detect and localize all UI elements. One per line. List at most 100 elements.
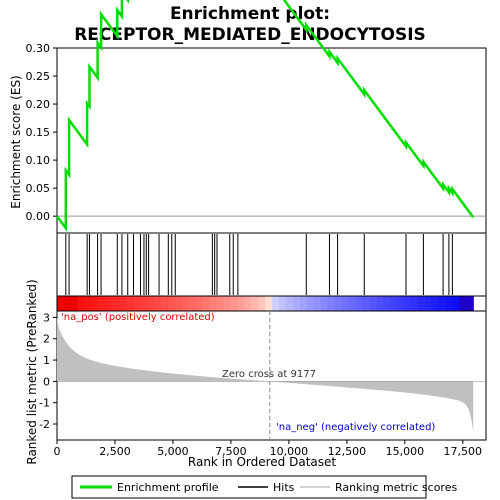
colorbar-segment bbox=[140, 296, 148, 311]
zero-cross-label: Zero cross at 9177 bbox=[222, 369, 316, 380]
colorbar-segment bbox=[112, 296, 121, 311]
colorbar-segment bbox=[265, 296, 273, 311]
colorbar-segment bbox=[223, 296, 232, 311]
metric-y-tick-label: -2 bbox=[39, 418, 50, 431]
legend-entry-enrichment: Enrichment profile bbox=[117, 481, 219, 494]
colorbar-segment bbox=[355, 296, 363, 311]
es-y-tick-label: 0.05 bbox=[26, 182, 51, 195]
colorbar-segment bbox=[452, 296, 460, 311]
es-y-tick-label: 0.00 bbox=[26, 210, 51, 223]
colorbar-segment bbox=[403, 296, 412, 311]
colorbar-segment bbox=[313, 296, 322, 311]
colorbar-segment bbox=[188, 296, 197, 311]
colorbar-segment bbox=[292, 296, 301, 311]
colorbar-segment bbox=[299, 296, 308, 311]
colorbar-segment bbox=[63, 296, 72, 311]
colorbar-segment bbox=[98, 296, 107, 311]
colorbar-segment bbox=[348, 296, 356, 311]
colorbar-segment bbox=[105, 296, 114, 311]
x-tick-label: 17,500 bbox=[444, 445, 483, 458]
colorbar-segment bbox=[320, 296, 329, 311]
x-tick-label: 10,000 bbox=[270, 445, 309, 458]
x-tick-label: 0 bbox=[54, 445, 61, 458]
rank-colorbar bbox=[56, 295, 487, 312]
colorbar-segment bbox=[57, 296, 65, 311]
es-y-axis-label: Enrichment score (ES) bbox=[9, 75, 23, 208]
colorbar-segment bbox=[445, 296, 454, 311]
colorbar-segment bbox=[438, 296, 447, 311]
colorbar-segment bbox=[327, 296, 336, 311]
x-tick-label: 2,500 bbox=[99, 445, 131, 458]
colorbar-segment bbox=[431, 296, 440, 311]
x-tick-label: 15,000 bbox=[386, 445, 425, 458]
colorbar-segment bbox=[167, 296, 176, 311]
colorbar-segment bbox=[195, 296, 204, 311]
x-tick-label: 12,500 bbox=[328, 445, 367, 458]
x-axis-label: Rank in Ordered Dataset bbox=[188, 455, 336, 469]
hits-frame bbox=[56, 232, 487, 297]
colorbar-segment bbox=[306, 296, 315, 311]
colorbar-segment bbox=[410, 296, 419, 311]
colorbar-segment bbox=[216, 296, 225, 311]
colorbar-segment bbox=[84, 296, 93, 311]
colorbar-segment bbox=[147, 296, 155, 311]
colorbar-segment bbox=[341, 296, 349, 311]
colorbar-segment bbox=[91, 296, 100, 311]
es-plot-frame bbox=[56, 47, 487, 234]
colorbar-segment bbox=[389, 296, 398, 311]
colorbar-segment bbox=[417, 296, 426, 311]
es-panel: 0.00 0.05 0.10 0.15 0.20 0.25 0.30 bbox=[26, 0, 487, 234]
colorbar-segment bbox=[161, 296, 169, 311]
legend: Enrichment profile Hits Ranking metric s… bbox=[71, 475, 457, 499]
colorbar-segment bbox=[334, 296, 343, 311]
es-y-tick-label: 0.15 bbox=[26, 126, 51, 139]
enrichment-profile-line bbox=[55, 0, 475, 232]
colorbar-segment bbox=[154, 296, 162, 311]
metric-y-tick-label: 3 bbox=[43, 311, 50, 324]
chart-title-line1: Enrichment plot: bbox=[170, 4, 330, 24]
colorbar-segment bbox=[174, 296, 183, 311]
es-y-tick-label: 0.25 bbox=[26, 70, 51, 83]
colorbar-segment bbox=[133, 296, 141, 311]
colorbar-segment bbox=[258, 296, 266, 311]
hits-panel bbox=[56, 232, 487, 297]
colorbar-segment bbox=[459, 296, 467, 311]
colorbar-segment bbox=[251, 296, 259, 311]
ranked-metric-panel: -2 -1 0 1 2 3 0 2,500 5,000 7,500 10,000 12,500 15,0… bbox=[39, 310, 487, 458]
colorbar-segment bbox=[202, 296, 211, 311]
colorbar-segment bbox=[70, 296, 79, 311]
es-y-tick-label: 0.30 bbox=[26, 42, 51, 55]
colorbar-segment bbox=[396, 296, 405, 311]
colorbar-segment bbox=[369, 296, 377, 311]
colorbar-segment bbox=[77, 296, 86, 311]
colorbar-segment bbox=[278, 296, 287, 311]
x-tick-label: 7,500 bbox=[215, 445, 247, 458]
colorbar-segment bbox=[466, 296, 474, 311]
colorbar-segment bbox=[272, 296, 280, 311]
negative-correlation-label: 'na_neg' (negatively correlated) bbox=[276, 422, 435, 433]
legend-entry-hits: Hits bbox=[273, 481, 295, 494]
positive-correlation-label: 'na_pos' (positively correlated) bbox=[61, 312, 215, 323]
colorbar-segment bbox=[362, 296, 370, 311]
colorbar-segment bbox=[209, 296, 218, 311]
metric-y-tick-label: 2 bbox=[43, 333, 50, 346]
es-y-tick-label: 0.10 bbox=[26, 154, 51, 167]
x-tick-label: 5,000 bbox=[157, 445, 189, 458]
legend-entry-ranking: Ranking metric scores bbox=[335, 481, 457, 494]
colorbar-segment bbox=[119, 296, 127, 311]
metric-y-axis-label: Ranked list metric (PreRanked) bbox=[25, 279, 39, 464]
colorbar-segment bbox=[424, 296, 433, 311]
colorbar-segment bbox=[244, 296, 252, 311]
colorbar-segment bbox=[383, 296, 391, 311]
colorbar-segment bbox=[376, 296, 384, 311]
colorbar-segment bbox=[237, 296, 245, 311]
es-y-tick-label: 0.20 bbox=[26, 98, 51, 111]
colorbar-segment bbox=[285, 296, 294, 311]
colorbar-segment bbox=[230, 296, 238, 311]
colorbar-segment bbox=[181, 296, 190, 311]
chart-title-line2: RECEPTOR_MEDIATED_ENDOCYTOSIS bbox=[74, 25, 426, 45]
colorbar-segment bbox=[126, 296, 134, 311]
ranking-metric-area bbox=[57, 317, 474, 432]
metric-y-tick-label: 1 bbox=[43, 354, 50, 367]
